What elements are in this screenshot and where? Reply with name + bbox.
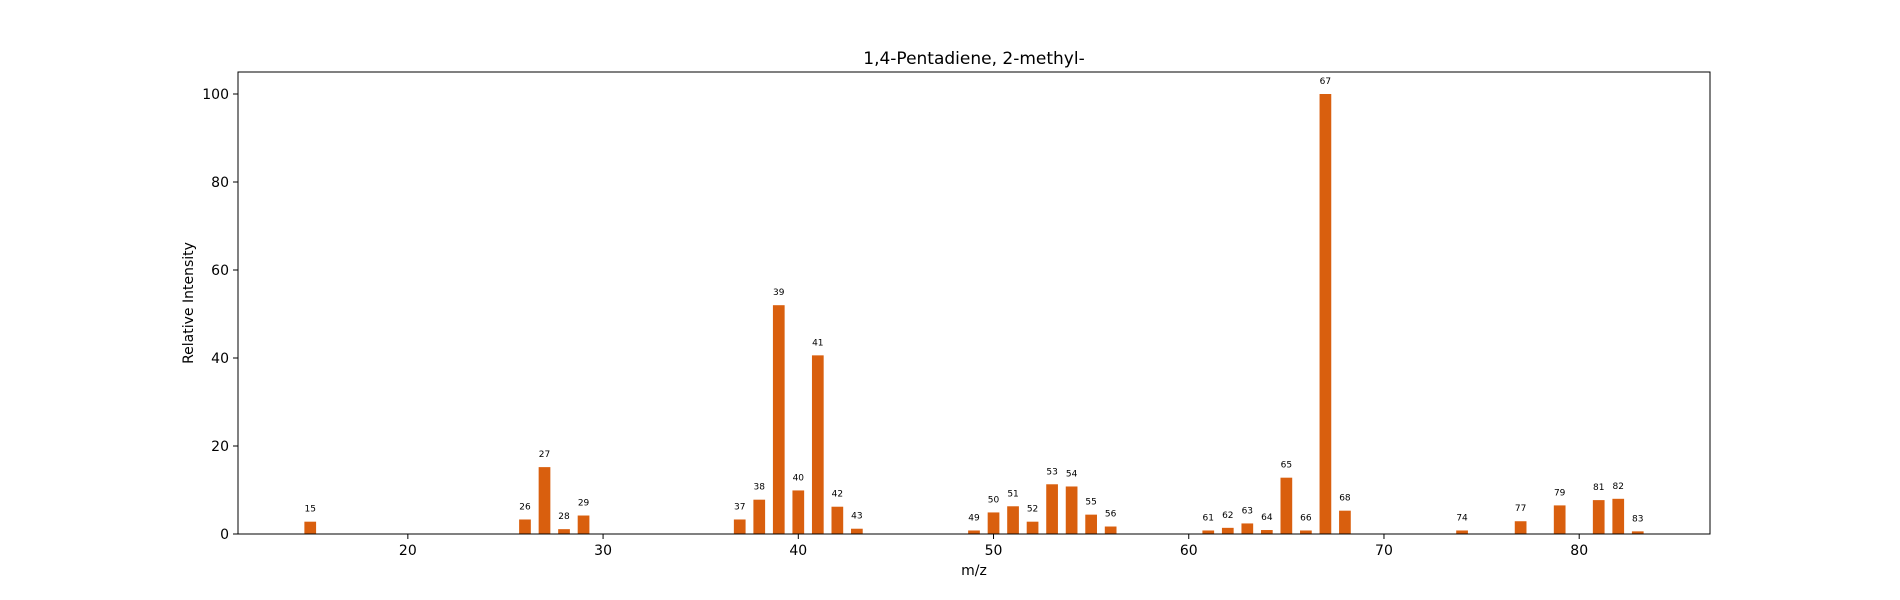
bar-mz-43 — [851, 528, 863, 534]
x-axis-ticks: 20 30 40 50 60 70 80 — [399, 534, 1588, 559]
bar-label-mz-40: 40 — [793, 473, 805, 483]
bar-label-mz-53: 53 — [1046, 467, 1057, 477]
bar-label-mz-56: 56 — [1105, 510, 1117, 520]
bar-label-mz-65: 65 — [1281, 461, 1292, 471]
bar-label-mz-79: 79 — [1554, 488, 1566, 498]
y-tick-label: 100 — [202, 87, 229, 103]
bar-mz-50 — [987, 512, 1000, 534]
x-tick-label: 40 — [789, 543, 807, 559]
bar-mz-83 — [1631, 531, 1644, 534]
bar-mz-27 — [538, 467, 551, 534]
bar-mz-52 — [1026, 521, 1039, 534]
bar-label-mz-51: 51 — [1007, 489, 1018, 499]
bar-mz-55 — [1085, 514, 1097, 534]
bar-label-mz-83: 83 — [1632, 514, 1643, 524]
y-tick-label: 40 — [211, 351, 229, 367]
bar-mz-38 — [753, 499, 766, 534]
bar-mz-42 — [831, 506, 844, 534]
bar-mz-63 — [1241, 523, 1254, 534]
bar-label-mz-66: 66 — [1300, 513, 1312, 523]
bar-label-mz-50: 50 — [988, 495, 1000, 505]
bar-mz-79 — [1553, 505, 1566, 534]
bar-mz-82 — [1612, 498, 1625, 534]
bar-mz-28 — [558, 529, 570, 534]
y-tick-label: 20 — [211, 439, 229, 455]
bar-label-mz-41: 41 — [812, 338, 823, 348]
bar-mz-29 — [577, 515, 590, 534]
bar-label-mz-29: 29 — [578, 499, 590, 509]
bar-mz-68 — [1339, 510, 1351, 534]
y-tick-label: 60 — [211, 263, 229, 279]
bar-label-mz-37: 37 — [734, 502, 745, 512]
y-axis-ticks: 0 20 40 60 80 100 — [202, 87, 238, 543]
bar-mz-26 — [519, 519, 531, 534]
bar-label-mz-82: 82 — [1613, 482, 1624, 492]
x-tick-label: 20 — [399, 543, 417, 559]
bar-label-mz-62: 62 — [1222, 511, 1233, 521]
bar-label-mz-55: 55 — [1085, 498, 1096, 508]
bars-group — [304, 94, 1644, 534]
bar-label-mz-15: 15 — [305, 505, 316, 515]
y-tick-label: 0 — [220, 527, 229, 543]
bar-label-mz-43: 43 — [851, 512, 862, 522]
bar-label-mz-74: 74 — [1456, 513, 1468, 523]
bar-mz-62 — [1221, 527, 1234, 534]
x-tick-label: 50 — [985, 543, 1003, 559]
bar-mz-37 — [733, 519, 746, 534]
bar-mz-41 — [811, 355, 824, 534]
x-tick-label: 60 — [1180, 543, 1198, 559]
chart-title: 1,4-Pentadiene, 2-methyl- — [863, 49, 1084, 69]
bar-label-mz-61: 61 — [1203, 513, 1214, 523]
bar-label-mz-49: 49 — [968, 513, 980, 523]
bar-label-mz-63: 63 — [1242, 506, 1253, 516]
bar-mz-53 — [1046, 484, 1058, 534]
bar-mz-65 — [1280, 477, 1293, 534]
bar-label-mz-27: 27 — [539, 450, 550, 460]
bar-label-mz-67: 67 — [1320, 77, 1331, 87]
x-tick-label: 70 — [1375, 543, 1393, 559]
x-tick-label: 30 — [594, 543, 612, 559]
bar-mz-56 — [1104, 526, 1117, 534]
bar-labels-group: 15 26 27 28 29 37 38 39 40 41 42 43 49 50 51 52 53 54 55 56… — [305, 77, 1644, 524]
bar-mz-40 — [792, 490, 805, 534]
bar-mz-81 — [1592, 500, 1605, 534]
bar-label-mz-52: 52 — [1027, 505, 1038, 515]
bar-mz-77 — [1514, 521, 1527, 534]
bar-mz-74 — [1456, 530, 1468, 534]
bar-mz-67 — [1319, 94, 1332, 534]
y-tick-label: 80 — [211, 175, 229, 191]
bar-label-mz-28: 28 — [558, 512, 570, 522]
bar-label-mz-42: 42 — [832, 490, 843, 500]
bar-label-mz-64: 64 — [1261, 513, 1273, 523]
x-axis-label: m/z — [961, 563, 987, 579]
bar-mz-61 — [1202, 530, 1215, 534]
y-axis-label: Relative Intensity — [181, 242, 197, 364]
bar-mz-49 — [968, 530, 980, 534]
plot-frame — [237, 71, 1711, 535]
bar-mz-54 — [1065, 486, 1078, 534]
bar-mz-64 — [1260, 530, 1273, 534]
bar-mz-66 — [1300, 530, 1312, 534]
bar-label-mz-39: 39 — [773, 288, 785, 298]
bar-mz-39 — [772, 305, 785, 534]
bar-mz-15 — [304, 521, 317, 534]
bar-label-mz-54: 54 — [1066, 469, 1078, 479]
bar-label-mz-26: 26 — [519, 502, 531, 512]
bar-label-mz-81: 81 — [1593, 483, 1604, 493]
bar-label-mz-38: 38 — [754, 483, 766, 493]
bar-label-mz-68: 68 — [1339, 494, 1351, 504]
bar-mz-51 — [1007, 506, 1019, 534]
x-tick-label: 80 — [1570, 543, 1588, 559]
bar-label-mz-77: 77 — [1515, 504, 1526, 514]
